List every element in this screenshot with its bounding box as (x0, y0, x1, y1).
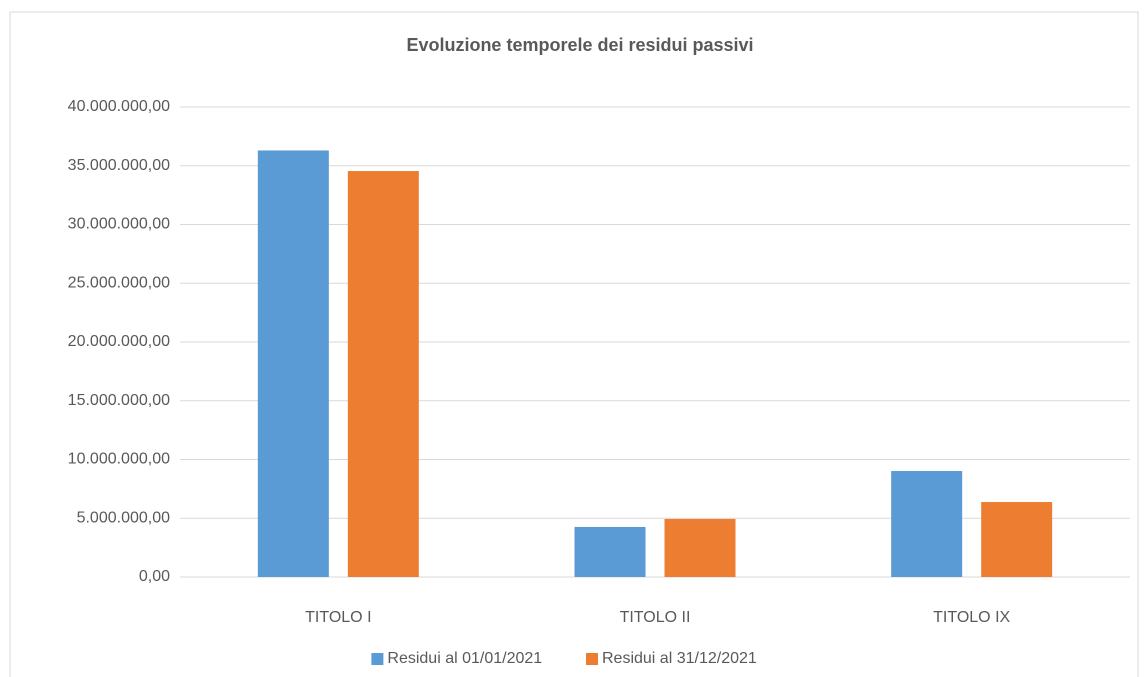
x-tick-label: TITOLO IX (933, 609, 1010, 626)
legend-swatch (586, 653, 598, 665)
y-tick-label: 35.000.000,00 (68, 157, 170, 174)
y-tick-label: 15.000.000,00 (68, 392, 170, 409)
chart-title: Evoluzione temporele dei residui passivi (406, 35, 753, 55)
y-tick-label: 25.000.000,00 (68, 274, 170, 291)
x-tick-label: TITOLO II (620, 609, 691, 626)
y-tick-label: 20.000.000,00 (68, 333, 170, 350)
y-tick-label: 30.000.000,00 (68, 216, 170, 233)
bar (891, 471, 963, 577)
legend-label: Residui al 01/01/2021 (387, 650, 542, 667)
legend-swatch (371, 653, 384, 665)
y-tick-label: 0,00 (139, 568, 170, 585)
bar (347, 171, 419, 577)
x-tick-label: TITOLO I (305, 609, 371, 626)
bar (981, 502, 1053, 577)
legend-label: Residui al 31/12/2021 (602, 650, 757, 667)
bar (574, 526, 646, 577)
bar (257, 150, 329, 577)
y-tick-label: 10.000.000,00 (68, 451, 170, 468)
y-tick-label: 5.000.000,00 (77, 509, 171, 526)
bar (664, 518, 736, 577)
y-tick-label: 40.000.000,00 (68, 98, 170, 115)
